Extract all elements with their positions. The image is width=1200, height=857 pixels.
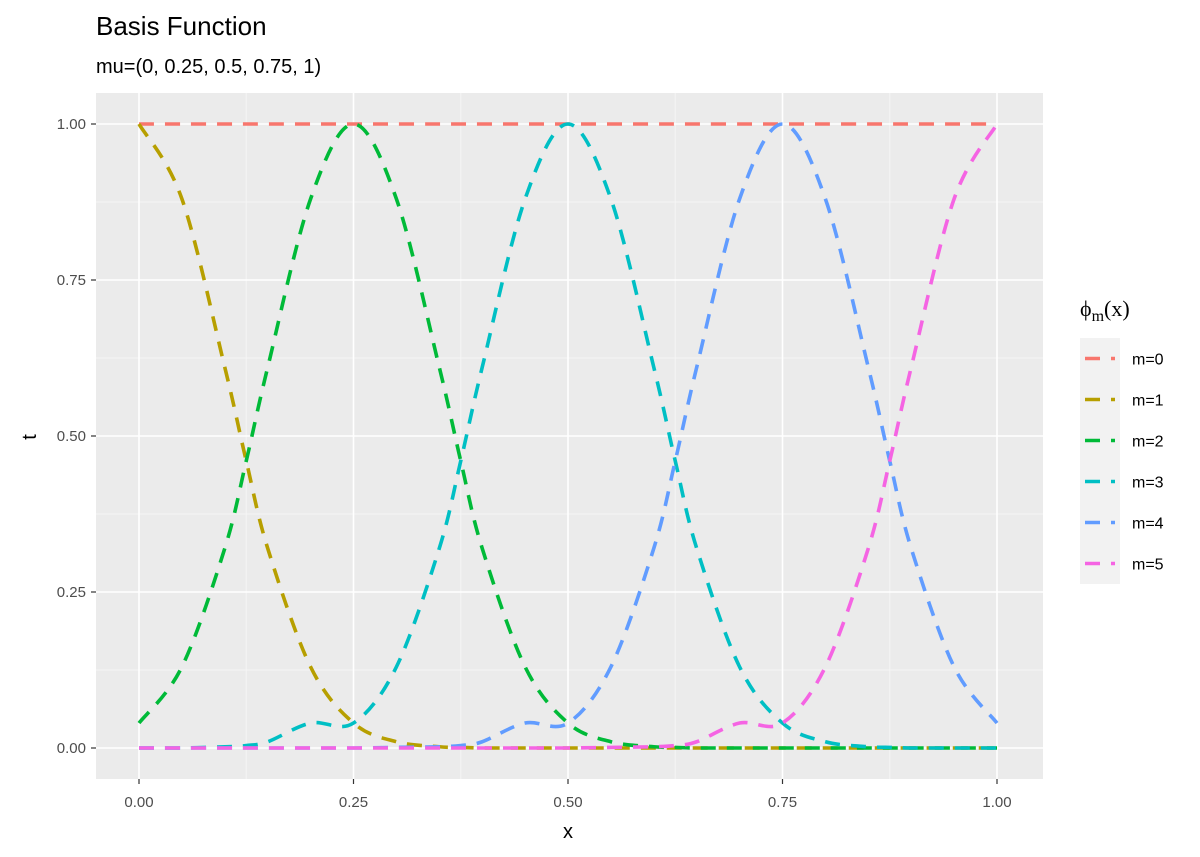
series-line-m5 [138,123,999,750]
series-line-m2 [137,122,998,750]
legend-label: m=0 [1132,352,1164,369]
legend-items: m=0 m=1 m=2 m=3 m=4 m=5 [1080,338,1164,584]
legend-label: m=4 [1132,516,1164,533]
legend-item: m=1 [1080,379,1164,420]
series-line-m3 [138,122,998,750]
legend-title-subscript: m [1092,308,1105,325]
legend-label: m=3 [1132,475,1164,492]
legend-item: m=3 [1080,461,1164,502]
legend-label: m=2 [1132,434,1164,451]
legend-item: m=5 [1080,543,1164,584]
x-tick-label: 1.00 [982,794,1011,811]
legend-label: m=1 [1132,393,1164,410]
y-tick-label: 0.75 [57,272,86,289]
legend: ϕm(x) m=0 m=1 m=2 m=3 m=4 m=5 [1080,296,1164,584]
y-axis: 0.00 0.25 0.50 0.75 1.00 [57,116,96,757]
x-tick-label: 0.75 [768,794,797,811]
x-tick-label: 0.00 [124,794,153,811]
x-axis-title: x [563,821,573,843]
chart-subtitle: mu=(0, 0.25, 0.5, 0.75, 1) [96,56,321,78]
y-tick-label: 0.00 [57,740,86,757]
y-tick-label: 1.00 [57,116,86,133]
x-tick-label: 0.25 [339,794,368,811]
series-lines [137,122,999,750]
legend-item: m=4 [1080,502,1164,543]
y-tick-label: 0.25 [57,584,86,601]
legend-label: m=5 [1132,557,1164,574]
x-tick-label: 0.50 [553,794,582,811]
x-axis: 0.00 0.25 0.50 0.75 1.00 [124,779,1012,811]
legend-title: ϕm(x) [1080,296,1130,325]
legend-item: m=0 [1080,338,1164,379]
chart-title: Basis Function [96,11,267,41]
legend-item: m=2 [1080,420,1164,461]
series-line-m4 [138,122,999,750]
legend-title-phi: ϕ [1080,296,1092,321]
legend-title-suffix: (x) [1104,296,1130,321]
y-tick-label: 0.50 [57,428,86,445]
y-axis-title: t [19,434,41,440]
